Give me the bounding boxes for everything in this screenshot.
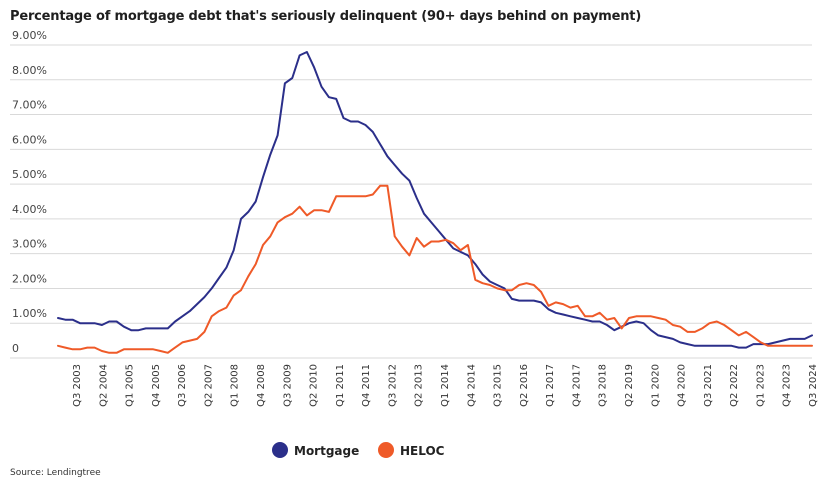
x-tick-label: Q3 2021	[703, 364, 714, 407]
x-tick-label: Q3 2024	[808, 364, 819, 407]
legend-marker-heloc	[378, 442, 394, 458]
x-tick-label: Q1 2020	[650, 364, 661, 407]
series-lines	[57, 51, 813, 354]
y-tick-label: 7.00%	[12, 99, 47, 112]
x-tick-label: Q3 2015	[493, 364, 504, 407]
x-tick-label: Q2 2013	[414, 364, 425, 407]
legend-marker-mortgage	[272, 442, 288, 458]
series-line-mortgage	[57, 51, 813, 349]
y-tick-label: 5.00%	[12, 168, 47, 181]
chart-legend: Mortgage HELOC	[272, 442, 445, 458]
x-tick-label: Q4 2008	[256, 364, 267, 407]
x-tick-label: Q2 2016	[519, 364, 530, 407]
x-tick-label: Q2 2007	[203, 364, 214, 407]
y-tick-label: 1.00%	[12, 307, 47, 320]
legend-label-mortgage: Mortgage	[294, 444, 359, 458]
legend-label-heloc: HELOC	[400, 444, 445, 458]
x-tick-label: Q2 2022	[729, 364, 740, 407]
x-tick-label: Q4 2017	[571, 364, 582, 407]
x-tick-label: Q1 2011	[335, 364, 346, 407]
x-tick-label: Q2 2019	[624, 364, 635, 407]
x-tick-label: Q3 2012	[387, 364, 398, 407]
chart-title: Percentage of mortgage debt that's serio…	[10, 9, 642, 24]
x-tick-label: Q4 2020	[677, 364, 688, 407]
x-tick-label: Q3 2009	[282, 364, 293, 407]
x-tick-label: Q1 2008	[230, 364, 241, 407]
y-tick-label: 4.00%	[12, 203, 47, 216]
source-note: Source: Lendingtree	[10, 468, 101, 478]
y-gridlines	[10, 44, 812, 359]
x-axis-tick-labels: Q3 2003 Q2 2004 Q1 2005 Q4 2005 Q3 2006 Q2 20…	[72, 364, 819, 407]
y-tick-label: 0	[12, 342, 19, 355]
x-tick-label: Q4 2014	[466, 364, 477, 407]
x-tick-label: Q2 2004	[98, 364, 109, 407]
x-tick-label: Q4 2011	[361, 364, 372, 407]
y-tick-label: 8.00%	[12, 64, 47, 77]
x-tick-label: Q1 2005	[125, 364, 136, 407]
x-tick-label: Q4 2023	[782, 364, 793, 407]
x-tick-label: Q3 2018	[598, 364, 609, 407]
x-tick-label: Q1 2017	[545, 364, 556, 407]
y-tick-label: 6.00%	[12, 133, 47, 146]
x-tick-label: Q4 2005	[151, 364, 162, 407]
x-tick-label: Q3 2006	[177, 364, 188, 407]
x-tick-label: Q1 2014	[440, 364, 451, 407]
y-tick-label: 3.00%	[12, 238, 47, 251]
y-tick-label: 9.00%	[12, 29, 47, 42]
y-tick-label: 2.00%	[12, 272, 47, 285]
y-axis-tick-labels: 0 1.00% 2.00% 3.00% 4.00% 5.00% 6.00% 7.00% 8.00…	[12, 29, 47, 355]
x-tick-label: Q3 2003	[72, 364, 83, 407]
x-tick-label: Q2 2010	[309, 364, 320, 407]
x-tick-label: Q1 2023	[755, 364, 766, 407]
series-line-heloc	[57, 184, 813, 354]
